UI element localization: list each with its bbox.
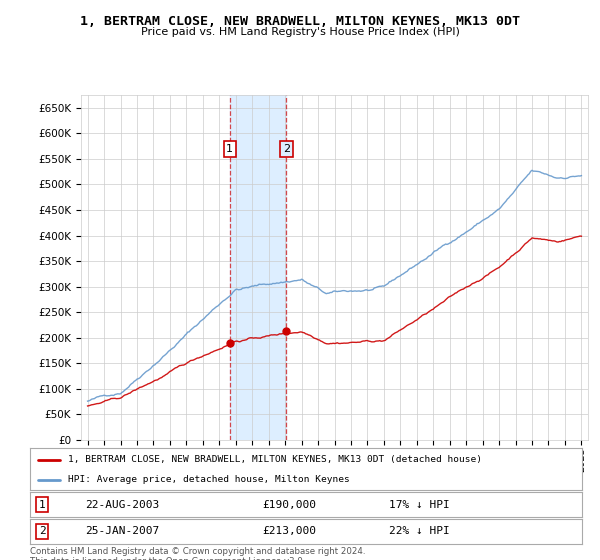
Text: £190,000: £190,000	[262, 500, 316, 510]
Text: £213,000: £213,000	[262, 526, 316, 536]
Text: 2: 2	[283, 144, 290, 154]
Text: HPI: Average price, detached house, Milton Keynes: HPI: Average price, detached house, Milt…	[68, 475, 349, 484]
Text: 22-AUG-2003: 22-AUG-2003	[85, 500, 160, 510]
Text: 2: 2	[39, 526, 46, 536]
Text: 25-JAN-2007: 25-JAN-2007	[85, 526, 160, 536]
Bar	[230, 95, 286, 440]
Text: 1, BERTRAM CLOSE, NEW BRADWELL, MILTON KEYNES, MK13 0DT: 1, BERTRAM CLOSE, NEW BRADWELL, MILTON K…	[80, 15, 520, 28]
Text: 1: 1	[39, 500, 46, 510]
Text: 22% ↓ HPI: 22% ↓ HPI	[389, 526, 449, 536]
Text: Contains HM Land Registry data © Crown copyright and database right 2024.
This d: Contains HM Land Registry data © Crown c…	[30, 547, 365, 560]
Text: 1, BERTRAM CLOSE, NEW BRADWELL, MILTON KEYNES, MK13 0DT (detached house): 1, BERTRAM CLOSE, NEW BRADWELL, MILTON K…	[68, 455, 482, 464]
Text: 1: 1	[226, 144, 233, 154]
Text: Price paid vs. HM Land Registry's House Price Index (HPI): Price paid vs. HM Land Registry's House …	[140, 27, 460, 38]
Text: 17% ↓ HPI: 17% ↓ HPI	[389, 500, 449, 510]
